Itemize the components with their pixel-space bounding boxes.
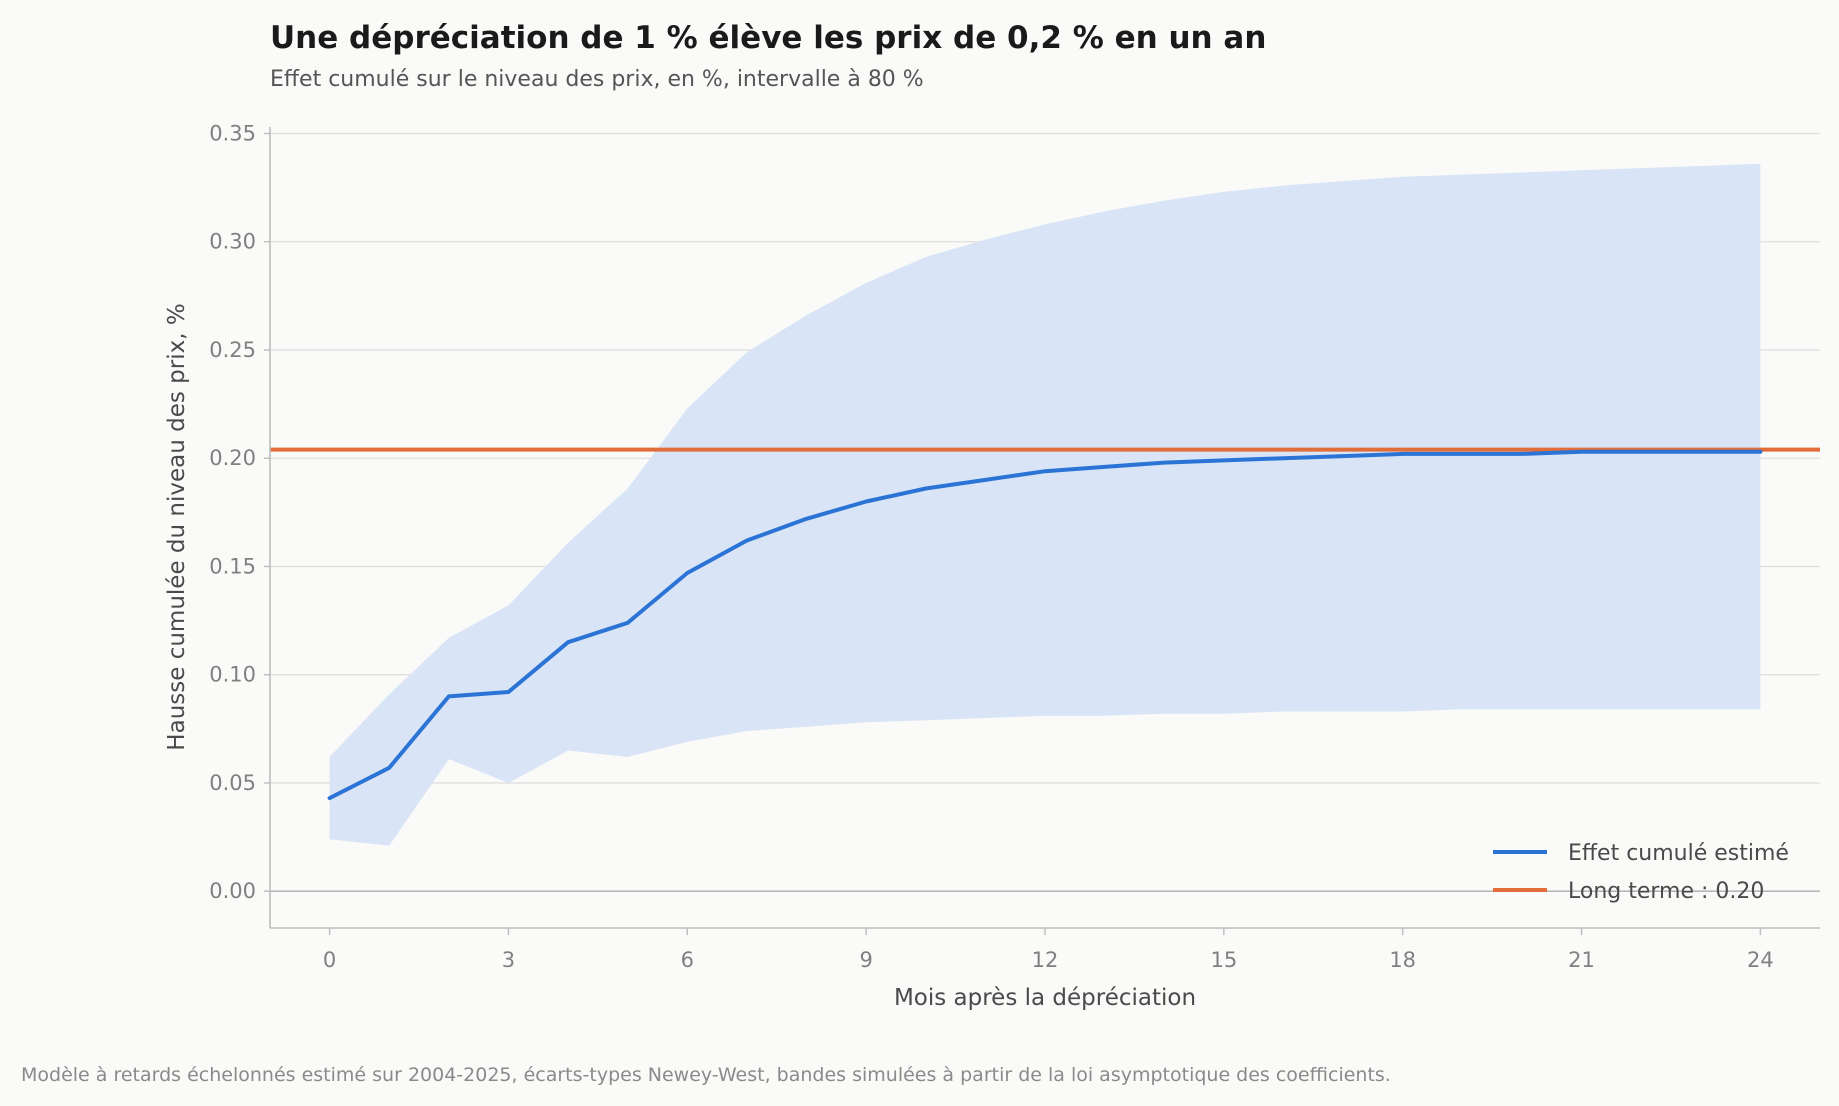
- x-tick-label: 3: [502, 948, 515, 972]
- x-tick-label: 15: [1210, 948, 1237, 972]
- footnote: Modèle à retards échelonnés estimé sur 2…: [21, 1064, 1391, 1086]
- y-tick-label: 0.30: [209, 230, 256, 254]
- y-axis-label: Hausse cumulée du niveau des prix, %: [164, 303, 190, 750]
- y-tick-label: 0.20: [209, 446, 256, 470]
- axes: [264, 127, 1820, 935]
- x-tick-labels: 0 3 6 9 12 15 18 21 24: [323, 948, 1774, 972]
- x-tick-label: 6: [681, 948, 694, 972]
- series-layer: [327, 449, 1763, 801]
- confidence-band-layer: [329, 163, 1761, 846]
- legend-label-long-term: Long terme : 0.20: [1568, 879, 1764, 904]
- x-axis-label: Mois après la dépréciation: [894, 985, 1196, 1011]
- y-tick-label: 0.05: [209, 771, 256, 795]
- y-tick-label: 0.10: [209, 663, 256, 687]
- x-tick-label: 12: [1032, 948, 1059, 972]
- chart-subtitle: Effet cumulé sur le niveau des prix, en …: [270, 67, 924, 92]
- series-line-estimate: [327, 449, 1763, 801]
- x-tick-label: 9: [859, 948, 872, 972]
- x-tick-label: 24: [1747, 948, 1774, 972]
- y-tick-label: 0.15: [209, 554, 256, 578]
- chart-title: Une dépréciation de 1 % élève les prix d…: [270, 20, 1266, 56]
- x-tick-label: 18: [1389, 948, 1416, 972]
- x-tick-label: 21: [1568, 948, 1595, 972]
- y-tick-label: 0.00: [209, 879, 256, 903]
- confidence-band: [329, 163, 1761, 846]
- legend: Effet cumulé estimé Long terme : 0.20: [1493, 841, 1789, 904]
- legend-label-estimate: Effet cumulé estimé: [1568, 841, 1789, 866]
- y-tick-label: 0.25: [209, 338, 256, 362]
- x-tick-label: 0: [323, 948, 336, 972]
- y-tick-labels: 0.00 0.05 0.10 0.15 0.20 0.25 0.30 0.35: [209, 121, 256, 903]
- y-tick-label: 0.35: [209, 121, 256, 145]
